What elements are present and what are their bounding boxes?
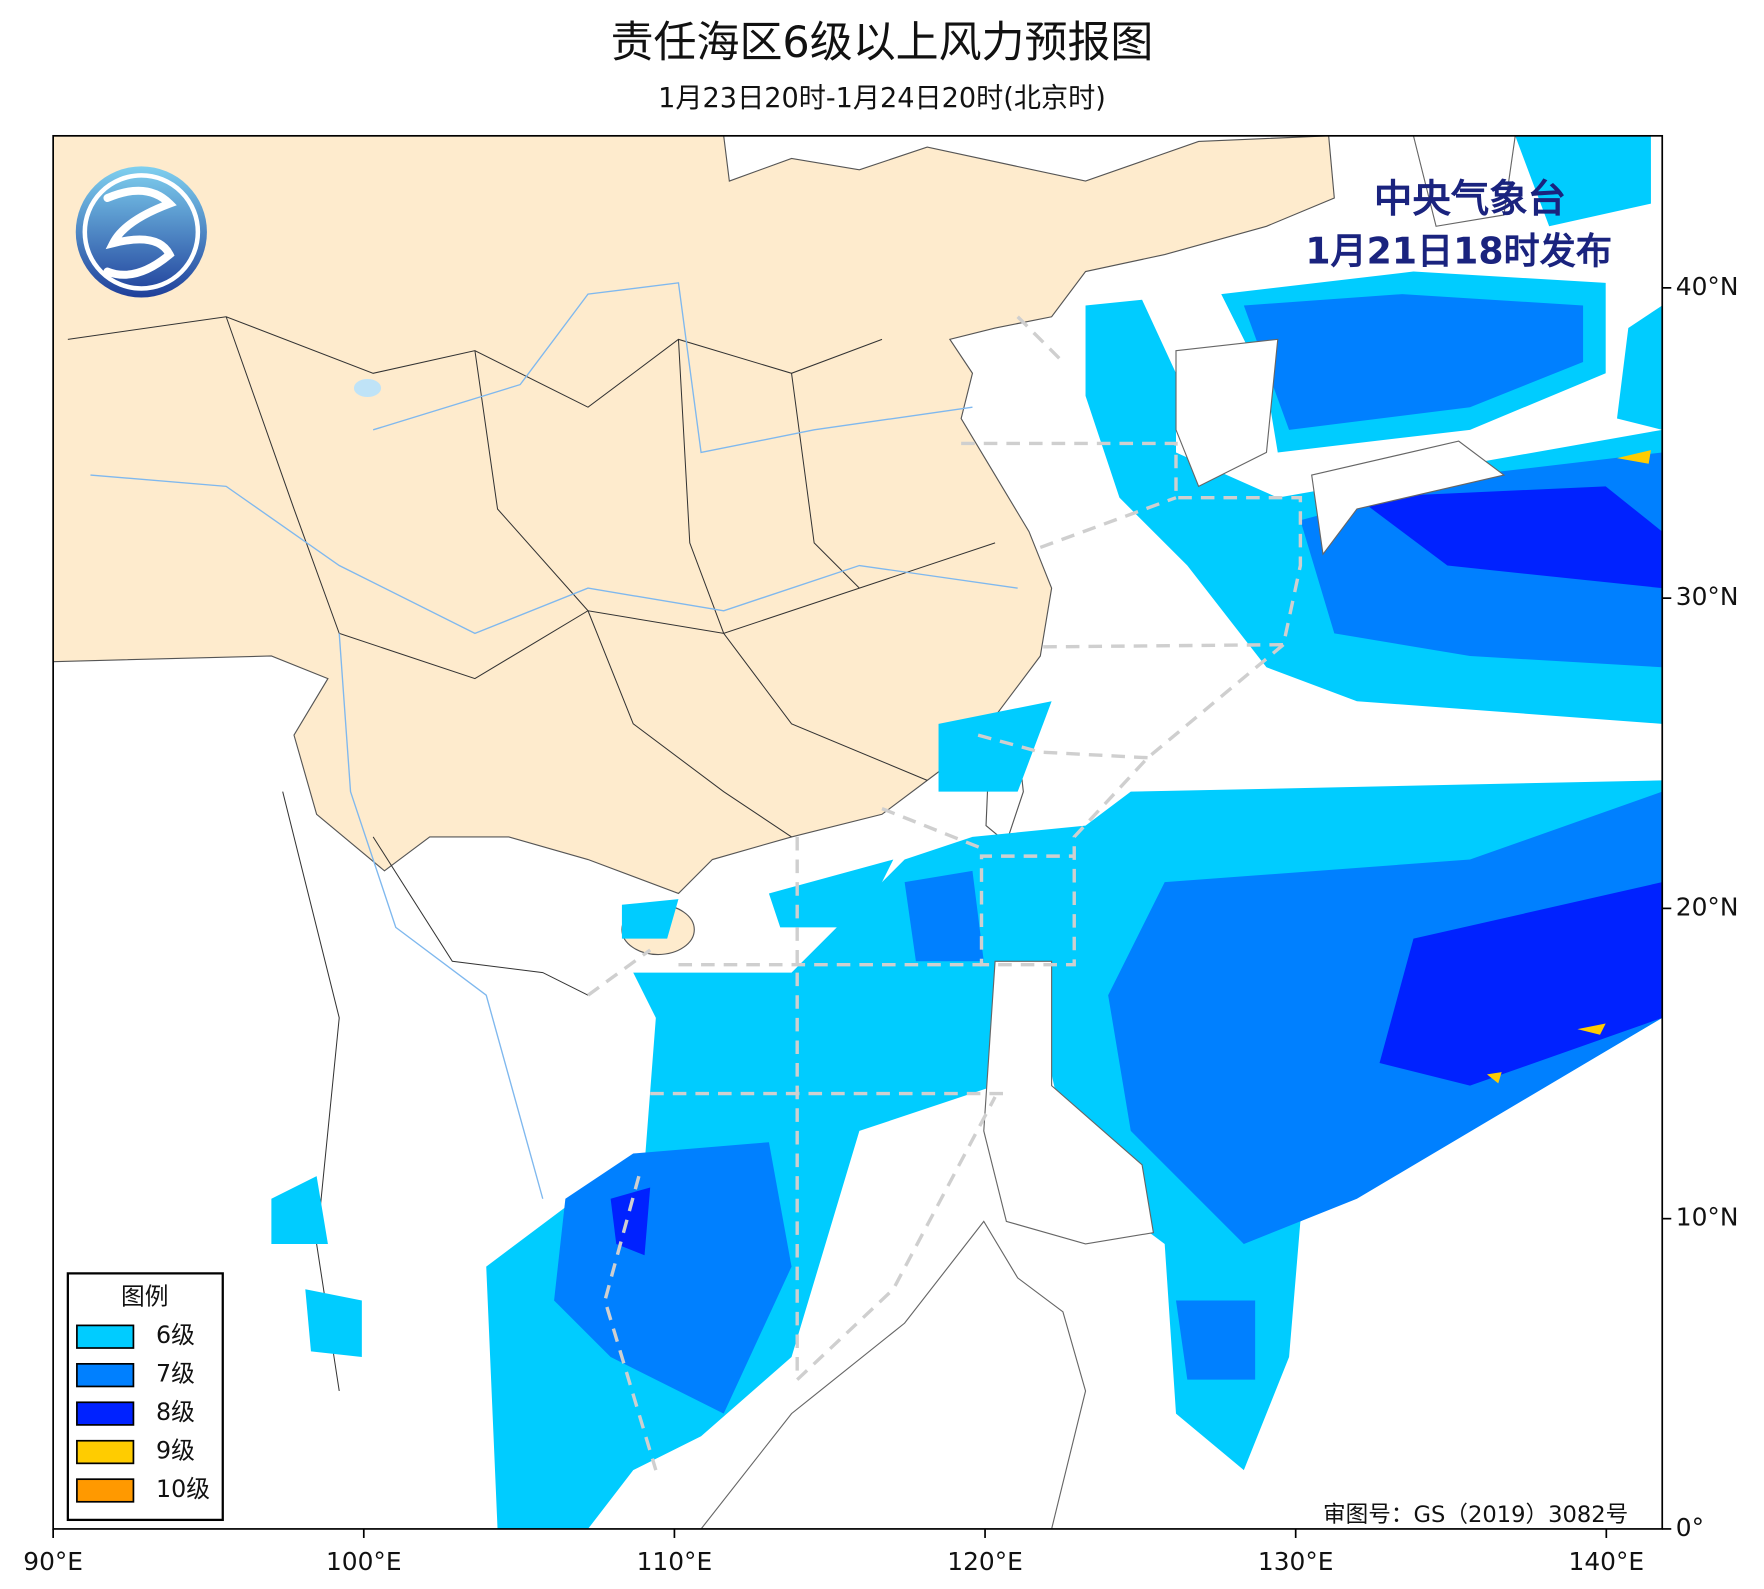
islands	[700, 135, 1516, 1529]
subtitle: 1月23日20时-1月24日20时(北京时)	[658, 83, 1106, 114]
x-tick-label: 100°E	[326, 1547, 402, 1576]
title: 责任海区6级以上风力预报图	[611, 18, 1154, 68]
logo	[75, 166, 207, 298]
legend-label: 9级	[156, 1437, 195, 1465]
agency: 中央气象台	[1374, 177, 1566, 222]
approval-number: 审图号：GS（2019）3082号	[1323, 1502, 1628, 1528]
legend: 图例 6级 7级 8级 9级 10级	[66, 1272, 224, 1522]
wind-8	[610, 486, 1663, 1256]
legend-title: 图例	[121, 1283, 168, 1311]
x-tick-label: 120°E	[947, 1547, 1023, 1576]
lake	[353, 378, 382, 398]
x-tick-label: 110°E	[637, 1547, 713, 1576]
map-frame	[52, 134, 1664, 1530]
rivers	[90, 282, 1018, 1199]
x-tick-label: 90°E	[23, 1547, 83, 1576]
provinces	[67, 316, 996, 1392]
land-china	[53, 135, 1335, 895]
legend-label: 6级	[156, 1321, 195, 1349]
y-tick-label: 40°N	[1676, 272, 1739, 301]
x-tick-label: 130°E	[1258, 1547, 1334, 1576]
legend-label: 7级	[156, 1360, 195, 1388]
y-tick-label: 30°N	[1676, 582, 1739, 611]
x-tick-label: 140°E	[1569, 1547, 1645, 1576]
legend-swatch	[76, 1478, 135, 1503]
y-tick-label: 10°N	[1676, 1203, 1739, 1232]
y-tick-label: 20°N	[1676, 892, 1739, 921]
legend-swatch	[76, 1324, 135, 1349]
legend-label: 10级	[156, 1475, 210, 1503]
wind-9	[1486, 450, 1651, 1084]
y-tick-label: 0°	[1676, 1513, 1704, 1542]
issue-time: 1月21日18时发布	[1305, 229, 1612, 272]
legend-swatch	[76, 1362, 135, 1388]
legend-label: 8级	[156, 1398, 195, 1426]
map-body	[53, 135, 1663, 1529]
legend-swatch	[76, 1401, 135, 1426]
legend-swatch	[76, 1439, 135, 1465]
sea-areas	[587, 315, 1303, 1471]
